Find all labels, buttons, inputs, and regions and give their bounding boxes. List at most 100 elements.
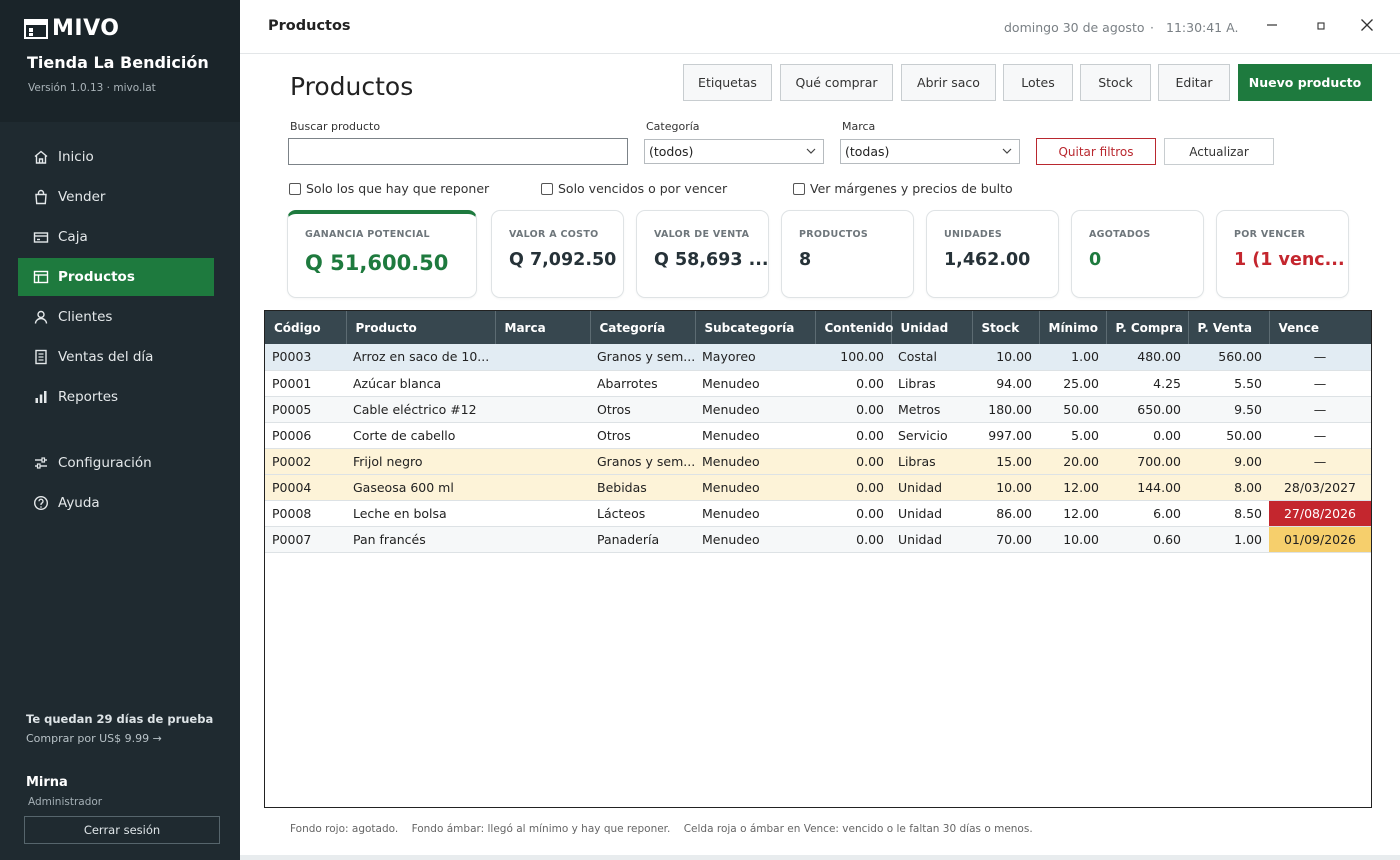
- checkbox-box[interactable]: [541, 182, 553, 195]
- vencidos-checkbox[interactable]: Solo vencidos o por vencer: [541, 181, 727, 196]
- col-header-producto[interactable]: Producto: [346, 311, 496, 344]
- cell-codigo: P0001: [265, 370, 346, 397]
- sidebar-item-inicio[interactable]: Inicio: [18, 138, 214, 176]
- categoria-value: (todos): [649, 144, 694, 159]
- margenes-checkbox[interactable]: Ver márgenes y precios de bulto: [793, 181, 1013, 196]
- checkbox-label: Solo los que hay que reponer: [306, 181, 490, 196]
- table-row[interactable]: P0005 Cable eléctrico #12 Otros Menudeo 0.00…: [265, 396, 1371, 423]
- cell-subcategoria: Mayoreo: [695, 344, 815, 371]
- receipt-icon: [32, 348, 50, 366]
- sidebar-item-productos[interactable]: Productos: [18, 258, 214, 296]
- marca-value: (todas): [845, 144, 890, 159]
- cell-codigo: P0008: [265, 500, 346, 527]
- sidebar-item-reportes[interactable]: Reportes: [18, 378, 214, 416]
- card-value: Q 7,092.50: [509, 250, 617, 270]
- marca-select[interactable]: (todas): [840, 139, 1020, 164]
- table-row[interactable]: P0002 Frijol negro Granos y sem... Menudeo 0…: [265, 448, 1371, 475]
- lotes-button[interactable]: Lotes: [1003, 64, 1073, 101]
- sidebar-item-label: Reportes: [58, 389, 119, 405]
- window-title: Productos: [268, 18, 351, 34]
- logout-button[interactable]: Cerrar sesión: [24, 816, 220, 844]
- cell-contenido: 0.00: [815, 500, 891, 527]
- editar-button[interactable]: Editar: [1158, 64, 1230, 101]
- cell-p-venta: 1.00: [1188, 526, 1269, 553]
- col-header-marca[interactable]: Marca: [495, 311, 591, 344]
- col-header-minimo[interactable]: Mínimo: [1039, 311, 1107, 344]
- cell-marca: [495, 448, 590, 475]
- card-value: Q 58,693 ...: [654, 250, 769, 270]
- cell-minimo: 1.00: [1039, 344, 1106, 371]
- cell-minimo: 20.00: [1039, 448, 1106, 475]
- sidebar-item-clientes[interactable]: Clientes: [18, 298, 214, 336]
- cell-minimo: 5.00: [1039, 422, 1106, 449]
- card-agotados: AGOTADOS 0: [1071, 210, 1204, 298]
- table-row[interactable]: P0001 Azúcar blanca Abarrotes Menudeo 0.00 Li…: [265, 370, 1371, 397]
- col-header-subcategoria[interactable]: Subcategoría: [695, 311, 816, 344]
- sidebar-item-ayuda[interactable]: Ayuda: [18, 484, 214, 522]
- help-icon: [32, 494, 50, 512]
- cell-unidad: Unidad: [891, 500, 972, 527]
- sidebar-item-ventas-del-dia[interactable]: Ventas del día: [18, 338, 214, 376]
- minimize-button[interactable]: [1259, 14, 1285, 40]
- cell-p-compra: 0.00: [1106, 422, 1188, 449]
- cell-p-compra: 4.25: [1106, 370, 1188, 397]
- trial-notice: Te quedan 29 días de prueba Comprar por …: [26, 712, 213, 745]
- home-icon: [32, 148, 50, 166]
- cell-minimo: 12.00: [1039, 500, 1106, 527]
- cash-register-icon: [32, 228, 50, 246]
- checkbox-box[interactable]: [289, 182, 301, 195]
- stock-button[interactable]: Stock: [1080, 64, 1151, 101]
- table-row[interactable]: P0008 Leche en bolsa Lácteos Menudeo 0.00 Uni…: [265, 500, 1371, 527]
- cell-categoria: Granos y sem...: [590, 344, 695, 371]
- col-header-p-venta[interactable]: P. Venta: [1188, 311, 1270, 344]
- card-label: UNIDADES: [944, 229, 1003, 240]
- cell-p-venta: 5.50: [1188, 370, 1269, 397]
- refresh-button[interactable]: Actualizar: [1164, 138, 1274, 165]
- trial-title: Te quedan 29 días de prueba: [26, 712, 214, 726]
- sidebar-item-configuracion[interactable]: Configuración: [18, 444, 214, 482]
- abrir-saco-button[interactable]: Abrir saco: [901, 64, 996, 101]
- col-header-codigo[interactable]: Código: [265, 311, 347, 344]
- que-comprar-button[interactable]: Qué comprar: [780, 64, 893, 101]
- cell-stock: 94.00: [972, 370, 1039, 397]
- sidebar-nav: Inicio Vender Caja Productos Clientes Ve…: [18, 138, 214, 524]
- categoria-select[interactable]: (todos): [644, 139, 824, 164]
- cell-p-compra: 700.00: [1106, 448, 1188, 475]
- card-label: AGOTADOS: [1089, 229, 1151, 240]
- cell-categoria: Panadería: [590, 526, 695, 553]
- card-label: VALOR DE VENTA: [654, 229, 750, 240]
- maximize-button[interactable]: [1308, 14, 1334, 40]
- col-header-unidad[interactable]: Unidad: [891, 311, 973, 344]
- table-row[interactable]: P0004 Gaseosa 600 ml Bebidas Menudeo 0.00 Uni…: [265, 474, 1371, 501]
- col-header-categoria[interactable]: Categoría: [590, 311, 696, 344]
- new-product-button[interactable]: Nuevo producto: [1238, 64, 1372, 101]
- sidebar-item-caja[interactable]: Caja: [18, 218, 214, 256]
- cell-marca: [495, 500, 590, 527]
- user-name: Mirna: [26, 775, 68, 790]
- cell-subcategoria: Menudeo: [695, 474, 815, 501]
- reponer-checkbox[interactable]: Solo los que hay que reponer: [289, 181, 489, 196]
- legend-footnote: Fondo rojo: agotado. Fondo ámbar: llegó …: [290, 823, 1033, 835]
- search-input[interactable]: [288, 138, 628, 165]
- col-header-p-compra[interactable]: P. Compra: [1106, 311, 1189, 344]
- cell-contenido: 100.00: [815, 344, 891, 371]
- cell-producto: Corte de cabello: [346, 422, 495, 449]
- table-row[interactable]: P0006 Corte de cabello Otros Menudeo 0.00 Ser…: [265, 422, 1371, 449]
- sidebar-item-label: Configuración: [58, 455, 152, 471]
- checkbox-box[interactable]: [793, 182, 805, 195]
- table-row[interactable]: P0003 Arroz en saco de 10... Granos y sem.…: [265, 344, 1371, 371]
- table-row[interactable]: P0007 Pan francés Panadería Menudeo 0.00 Unid…: [265, 526, 1371, 553]
- buy-link[interactable]: Comprar por US$ 9.99 →: [26, 732, 162, 745]
- col-header-contenido[interactable]: Contenido: [815, 311, 893, 344]
- cell-vence: —: [1269, 370, 1371, 397]
- clear-filters-button[interactable]: Quitar filtros: [1036, 138, 1156, 165]
- cell-codigo: P0006: [265, 422, 346, 449]
- card-label: POR VENCER: [1234, 229, 1306, 240]
- col-header-stock[interactable]: Stock: [972, 311, 1040, 344]
- col-header-vence[interactable]: Vence: [1269, 311, 1371, 344]
- close-button[interactable]: [1354, 14, 1380, 40]
- etiquetas-button[interactable]: Etiquetas: [683, 64, 772, 101]
- sidebar-item-vender[interactable]: Vender: [18, 178, 214, 216]
- current-time: 11:30:41 A.: [1166, 20, 1239, 35]
- cell-p-venta: 8.50: [1188, 500, 1269, 527]
